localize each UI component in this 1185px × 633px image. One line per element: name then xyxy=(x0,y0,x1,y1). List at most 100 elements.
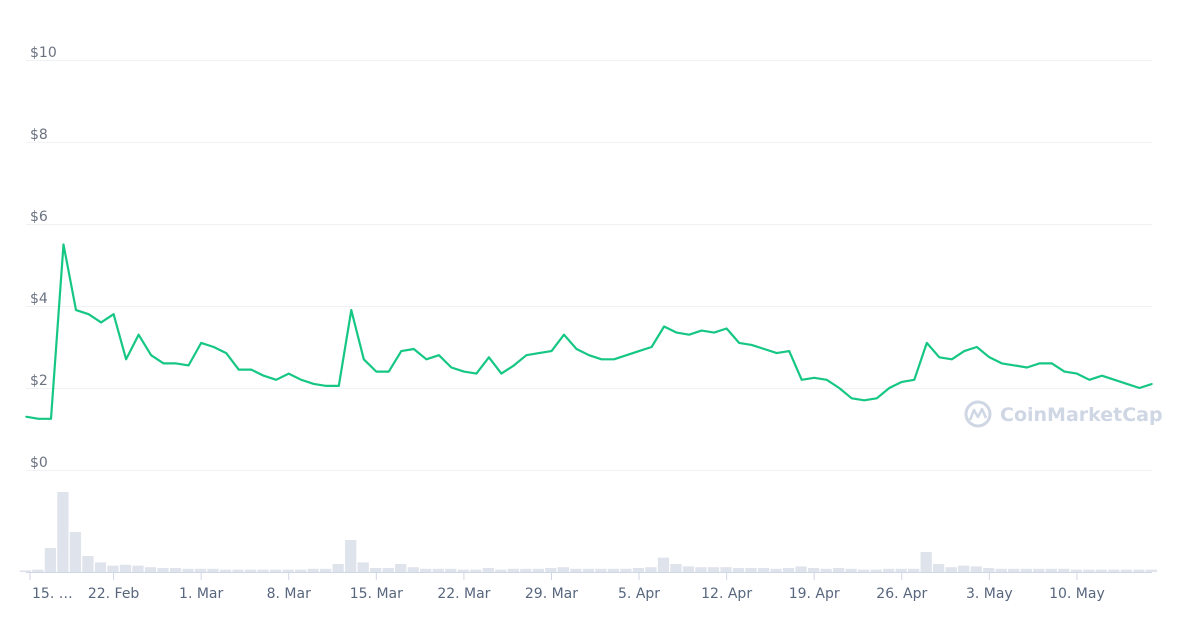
volume-bar xyxy=(695,567,707,572)
volume-bar xyxy=(945,567,957,572)
volume-bar xyxy=(720,567,732,572)
price-point xyxy=(363,358,365,361)
price-point xyxy=(688,333,690,336)
volume-bar xyxy=(32,569,44,572)
y-tick-label: $8 xyxy=(30,127,48,143)
y-tick-label: $10 xyxy=(30,45,57,61)
x-tick-label: 10. May xyxy=(1049,586,1105,602)
price-point xyxy=(713,331,715,334)
price-point xyxy=(1151,383,1153,385)
price-point xyxy=(250,368,252,371)
volume-bar xyxy=(82,556,94,572)
volume-bar xyxy=(970,566,982,572)
grid-layer xyxy=(26,60,1152,471)
price-point xyxy=(538,352,540,354)
volume-bar xyxy=(1070,569,1082,572)
price-point xyxy=(450,366,453,369)
volume-bar xyxy=(570,568,582,572)
price-point xyxy=(500,372,503,375)
x-tick-label: 5. Apr xyxy=(618,586,660,602)
price-point xyxy=(963,350,966,352)
price-point xyxy=(525,354,528,357)
watermark-text: CoinMarketCap xyxy=(1000,404,1163,426)
volume-bar xyxy=(933,564,945,572)
volume-bar xyxy=(983,568,995,572)
price-point xyxy=(600,358,603,361)
price-point xyxy=(513,364,515,367)
volume-bar xyxy=(1133,569,1145,572)
x-tick-label: 26. Apr xyxy=(876,586,927,602)
price-point xyxy=(813,376,815,379)
price-point xyxy=(650,346,653,348)
volume-bar xyxy=(420,568,432,572)
y-tick-label: $4 xyxy=(30,291,48,307)
x-tick-label: 1. Mar xyxy=(179,586,223,602)
price-point xyxy=(62,243,65,246)
volume-bar xyxy=(294,569,307,572)
volume-bar xyxy=(545,568,557,572)
volume-bar xyxy=(345,540,357,572)
price-point xyxy=(150,354,152,357)
volume-bar xyxy=(820,568,832,572)
price-point xyxy=(37,417,40,420)
volume-bar xyxy=(595,568,607,572)
price-point xyxy=(375,370,378,373)
volume-bar xyxy=(657,557,670,572)
volume-bar xyxy=(457,569,469,572)
price-point xyxy=(976,346,978,348)
price-point xyxy=(951,358,953,361)
volume-bar xyxy=(395,564,407,572)
volume-bar xyxy=(219,569,232,572)
volume-bar xyxy=(1083,569,1095,572)
volume-bar xyxy=(920,552,932,572)
price-point xyxy=(212,346,215,348)
x-tick-label: 3. May xyxy=(966,586,1013,602)
volume-bar xyxy=(845,568,857,572)
volume-bar xyxy=(107,565,119,572)
volume-bar xyxy=(895,568,907,572)
price-point xyxy=(350,309,353,311)
price-point xyxy=(1138,387,1141,389)
volume-bar xyxy=(144,567,157,572)
price-point xyxy=(187,364,190,367)
price-point xyxy=(1063,370,1066,373)
price-point xyxy=(788,350,790,352)
price-point xyxy=(1051,362,1053,365)
volume-bar xyxy=(19,570,32,572)
volume-bar xyxy=(632,568,645,572)
price-point xyxy=(425,358,428,361)
price-point xyxy=(312,383,315,385)
volume-bar xyxy=(44,548,57,572)
volume-bar xyxy=(1058,568,1070,572)
volume-bar xyxy=(119,564,132,572)
price-point xyxy=(87,313,90,316)
price-point xyxy=(475,372,478,375)
price-point xyxy=(750,344,753,346)
volume-bar xyxy=(745,568,757,572)
volume-bar xyxy=(169,568,182,572)
volume-bar xyxy=(282,569,294,572)
price-point xyxy=(400,350,403,352)
price-point xyxy=(913,379,916,381)
volume-bar xyxy=(269,569,282,572)
price-point xyxy=(1001,362,1003,365)
volume-bar xyxy=(883,568,895,572)
x-tick-label: 19. Apr xyxy=(789,586,840,602)
price-point xyxy=(438,354,440,357)
price-point xyxy=(700,329,703,332)
x-tick-label: 15. Mar xyxy=(350,586,403,602)
volume-bar xyxy=(1095,569,1107,572)
volume-bar xyxy=(1120,569,1132,572)
volume-bar xyxy=(1108,569,1120,572)
volume-bar xyxy=(870,569,882,572)
price-point xyxy=(825,379,828,381)
volume-bar xyxy=(707,567,720,572)
price-point xyxy=(413,348,415,350)
volume-bar xyxy=(582,568,595,572)
price-point xyxy=(200,342,202,344)
volume-bar xyxy=(807,568,820,572)
y-axis-ticks: $0 $2 $4 $6 $8 $10 xyxy=(30,45,57,471)
price-point xyxy=(1126,383,1128,385)
